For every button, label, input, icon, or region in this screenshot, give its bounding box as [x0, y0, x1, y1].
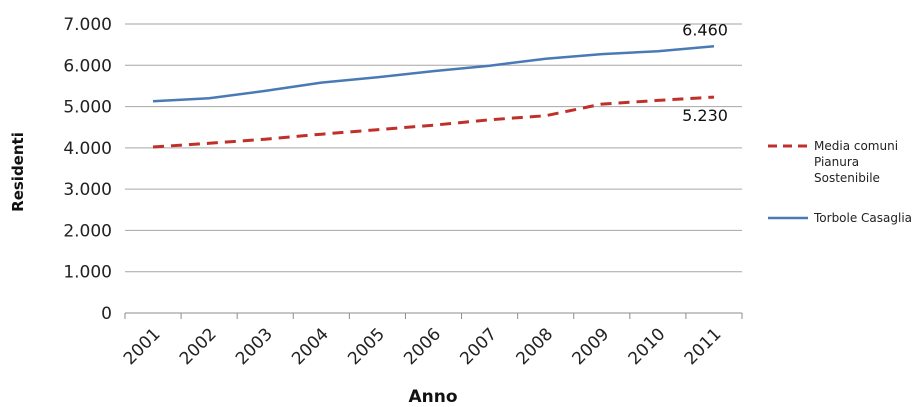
legend-label: Torbole Casaglia: [813, 211, 912, 225]
y-tick-label: 1.000: [63, 263, 112, 283]
x-tick-label: 2007: [456, 324, 501, 369]
x-tick-label: 2001: [120, 324, 165, 369]
y-tick-label: 4.000: [63, 139, 112, 159]
x-axis: 2001 2002 2003 2004 2005 2006 2007 2008 2009 2010…: [120, 312, 743, 369]
y-tick-label: 5.000: [63, 98, 112, 118]
y-tick-label: 0: [101, 304, 112, 324]
x-axis-title: Anno: [408, 387, 457, 407]
series-line-0: [152, 95, 715, 149]
legend-entry: Torbole Casaglia: [768, 211, 912, 225]
y-tick-label: 7.000: [63, 15, 112, 35]
x-tick-label: 2002: [176, 324, 221, 369]
y-tick-label: 6.000: [63, 56, 112, 76]
x-tick-label: 2010: [625, 324, 670, 369]
end-value-label: 6.460: [682, 20, 728, 39]
data-labels: 5.230 6.460: [682, 20, 728, 125]
series-line-1: [152, 45, 715, 103]
y-tick-label: 3.000: [63, 180, 112, 200]
y-axis-title: Residenti: [9, 132, 27, 212]
legend: Media comuni Pianura Sostenibile Torbole Ca…: [768, 139, 912, 225]
x-tick-label: 2003: [232, 324, 277, 369]
x-tick-label: 2004: [288, 324, 333, 369]
series-lines: [152, 45, 715, 149]
gridlines: [125, 23, 742, 314]
x-tick-label: 2005: [344, 324, 389, 369]
y-axis-ticks: 0 1.000 2.000 3.000 4.000 5.000 6.000 7.000: [63, 15, 112, 324]
x-tick-label: 2009: [569, 324, 614, 369]
legend-label: Media comuni Pianura Sostenibile: [814, 139, 898, 185]
legend-entry: Media comuni Pianura Sostenibile: [768, 139, 898, 185]
x-tick-label: 2006: [400, 324, 445, 369]
end-value-label: 5.230: [682, 106, 728, 125]
x-tick-label: 2011: [681, 324, 726, 369]
y-tick-label: 2.000: [63, 221, 112, 241]
x-tick-label: 2008: [512, 324, 557, 369]
